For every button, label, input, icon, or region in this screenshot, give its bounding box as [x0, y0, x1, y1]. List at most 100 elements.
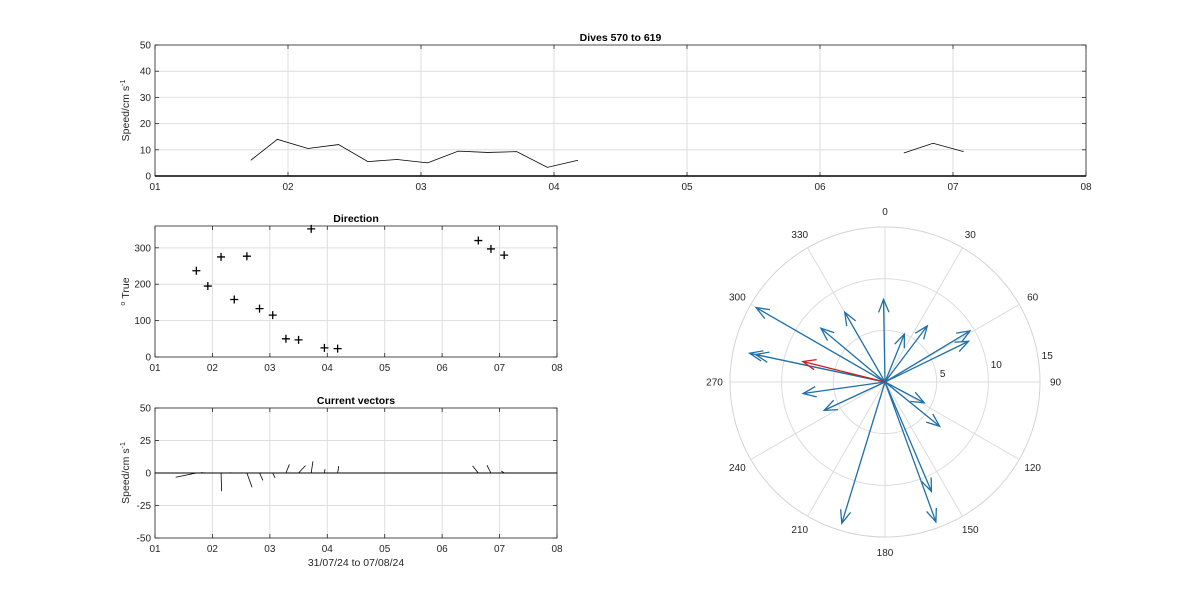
polar-arrow-head: [839, 509, 852, 525]
x-tick-label: 03: [264, 544, 276, 555]
x-tick-label: 03: [264, 363, 276, 374]
vectors-title: Current vectors: [317, 395, 395, 407]
y-tick-label: 0: [145, 172, 151, 183]
x-tick-label: 04: [322, 544, 334, 555]
polar-mean-arrow-head: [801, 358, 817, 371]
speed-ylabel: Speed/cm s-1: [120, 80, 132, 142]
y-tick-label: 20: [140, 119, 152, 130]
y-tick-label: -50: [137, 534, 152, 545]
polar-theta-label: 60: [1027, 292, 1039, 303]
polar-arrow: [841, 381, 886, 524]
polar-theta-label: 240: [729, 463, 746, 474]
polar-r-label: 5: [940, 369, 946, 380]
polar-arrow: [884, 330, 971, 383]
polar-arrow-head: [753, 351, 770, 363]
polar-arrow-head: [894, 332, 906, 349]
speed-series-line: [250, 138, 579, 168]
polar-spoke: [884, 247, 963, 383]
y-tick-label: 40: [140, 67, 152, 78]
y-tick-label: 0: [145, 353, 151, 364]
y-tick-label: 300: [134, 243, 151, 254]
x-tick-label: 01: [149, 363, 161, 374]
direction-point: [281, 334, 290, 343]
polar-arrow: [884, 381, 941, 427]
polar-arrow-head: [754, 306, 771, 320]
vectors-ylabel: Speed/cm s-1: [120, 442, 132, 504]
vectors-xlabel: 31/07/24 to 07/08/24: [308, 557, 404, 569]
vectors-ylabel-sup: -1: [120, 442, 127, 448]
x-tick-label: 06: [814, 182, 826, 193]
polar-theta-label: 150: [962, 525, 979, 536]
direction-point: [486, 244, 495, 253]
speed-ylabel-sup: -1: [120, 80, 127, 86]
polar-theta-label: 210: [791, 525, 808, 536]
x-tick-label: 08: [1080, 182, 1092, 193]
direction-point: [294, 335, 303, 344]
direction-ylabel-text: True: [120, 277, 132, 298]
y-tick-label: 30: [140, 93, 152, 104]
x-tick-label: 02: [207, 363, 219, 374]
direction-point: [474, 236, 483, 245]
polar-arrow: [755, 353, 886, 383]
direction-point: [217, 252, 226, 261]
polar-arrow-head: [914, 324, 929, 340]
direction-point: [320, 343, 329, 352]
direction-point: [307, 224, 316, 233]
polar-arrow-head: [926, 413, 941, 428]
direction-ylabel: o True: [120, 277, 132, 305]
speed-series-line: [903, 142, 964, 154]
speed-panel: 0 10 20 30 40 50 01 02 03 04 05 06 07 08 Dives 570 t…: [120, 32, 1092, 193]
direction-point: [500, 251, 509, 260]
current-vector-stick: [285, 464, 290, 474]
direction-point: [203, 282, 212, 291]
polar-spoke: [807, 381, 886, 517]
direction-point: [255, 304, 264, 313]
direction-point: [333, 344, 342, 353]
x-tick-label: 06: [437, 544, 449, 555]
current-vector-stick: [272, 472, 276, 478]
x-tick-label: 07: [494, 363, 506, 374]
x-tick-label: 05: [379, 363, 391, 374]
current-vector-stick: [501, 470, 505, 474]
polar-arrow: [803, 381, 886, 395]
x-tick-label: 02: [282, 182, 294, 193]
y-tick-label: 100: [134, 316, 151, 327]
vectors-ylabel-text: Speed/cm s: [120, 448, 132, 503]
polar-spoke: [884, 381, 963, 517]
polar-theta-label: 300: [729, 292, 746, 303]
x-tick-label: 04: [322, 363, 334, 374]
current-vector-stick: [259, 472, 264, 481]
polar-theta-label: 0: [882, 207, 888, 218]
polar-arrow-head: [954, 340, 971, 353]
direction-point: [242, 252, 251, 261]
x-tick-label: 05: [379, 544, 391, 555]
current-vector-stick: [175, 472, 197, 478]
polar-arrow: [755, 307, 886, 383]
polar-arrow-head: [921, 477, 933, 494]
polar-mean-arrow: [802, 360, 886, 383]
x-tick-label: 08: [551, 363, 563, 374]
x-tick-label: 04: [548, 182, 560, 193]
polar-arrow: [884, 333, 905, 383]
y-tick-label: 50: [140, 404, 152, 415]
polar-spoke: [884, 381, 1020, 460]
speed-ylabel-text: Speed/cm s: [120, 86, 132, 141]
polar-arrow: [884, 325, 928, 383]
polar-arrow: [884, 381, 925, 404]
x-tick-label: 05: [681, 182, 693, 193]
polar-arrow-head: [843, 310, 857, 327]
polar-arrow-head: [910, 391, 926, 404]
current-vector-stick: [324, 469, 326, 474]
x-tick-label: 03: [415, 182, 427, 193]
x-tick-label: 01: [149, 544, 161, 555]
y-tick-label: 0: [145, 469, 151, 480]
direction-point: [192, 266, 201, 275]
polar-r-label: 10: [991, 360, 1003, 371]
polar-spoke: [750, 381, 886, 460]
x-tick-label: 08: [551, 544, 563, 555]
polar-theta-label: 90: [1050, 378, 1062, 389]
y-tick-label: -25: [137, 501, 152, 512]
polar-theta-label: 120: [1024, 463, 1041, 474]
polar-arrow-head: [822, 399, 839, 412]
